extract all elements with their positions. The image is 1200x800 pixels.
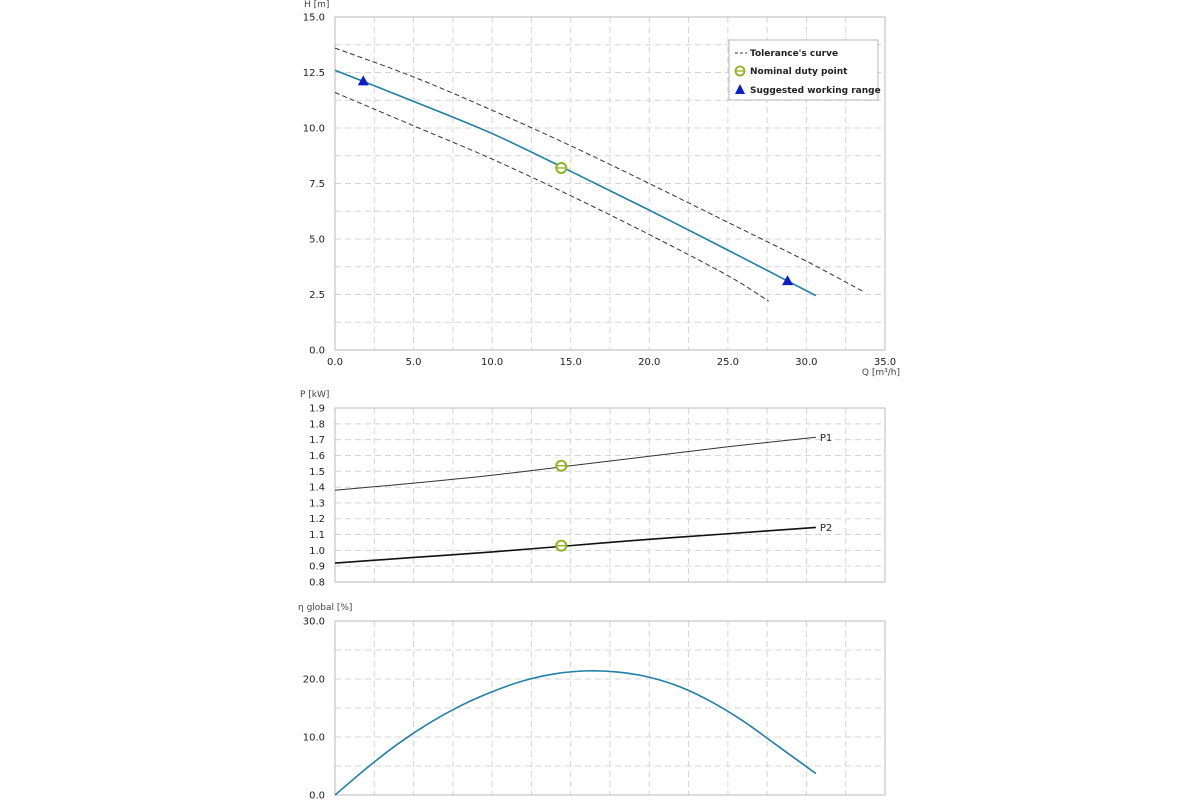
power-y-tick-label: 1.6 — [309, 451, 325, 462]
head-curve-line — [334, 69, 817, 297]
head-x-tick-label: 30.0 — [795, 357, 817, 368]
efficiency-y-axis-label: η global [%] — [298, 603, 352, 613]
power-y-tick-label: 1.2 — [309, 514, 325, 525]
head-tolerance-lower-line — [334, 92, 769, 302]
power-p2-line — [334, 526, 816, 564]
power-y-tick-label: 1.5 — [309, 467, 325, 478]
head-y-tick-label: 2.5 — [309, 290, 325, 301]
head-y-tick-label: 7.5 — [309, 179, 325, 190]
head-y-tick-label: 10.0 — [303, 124, 325, 135]
head-x-tick-label: 15.0 — [560, 357, 582, 368]
power-y-tick-label: 1.3 — [309, 498, 325, 509]
power-chart: P [kW] 0.8 0.9 1.0 1.1 1.2 1.3 1.4 1.5 1.6 1.7 1.8… — [300, 390, 886, 589]
legend-nominal-label: Nominal duty point — [750, 67, 848, 77]
legend-working-range-icon — [735, 84, 745, 94]
head-y-tick-label: 5.0 — [309, 235, 325, 246]
head-working-range-point — [357, 75, 369, 86]
efficiency-y-tick-label: 0.0 — [309, 791, 325, 800]
power-y-axis-label: P [kW] — [300, 390, 329, 400]
head-working-range-point — [782, 275, 794, 286]
efficiency-y-tick-label: 30.0 — [303, 617, 325, 628]
efficiency-y-tick-label: 10.0 — [303, 733, 325, 744]
head-tolerance-upper-line — [334, 47, 865, 293]
legend-box — [728, 39, 879, 101]
power-y-tick-label: 1.1 — [309, 530, 325, 541]
head-plot-frame — [334, 16, 886, 351]
power-y-tick-label: 1.7 — [309, 435, 325, 446]
head-x-tick-label: 10.0 — [481, 357, 503, 368]
legend-working-range-label: Suggested working range — [750, 86, 881, 96]
head-chart: H [m] Q [m³/h] 0.02.55.07.510.012.515.0 … — [303, 0, 900, 378]
power-y-tick-label: 1.0 — [309, 546, 325, 557]
power-y-tick-label: 1.9 — [309, 404, 325, 415]
power-p1-line — [334, 436, 816, 491]
power-plot-frame — [334, 407, 886, 583]
power-y-tick-label: 1.8 — [309, 419, 325, 430]
efficiency-efficiency-line — [334, 669, 817, 796]
head-x-tick-label: 35.0 — [874, 357, 896, 368]
power-series-label-p2: P2 — [820, 523, 832, 534]
head-x-tick-label: 5.0 — [406, 357, 422, 368]
head-legend: Tolerance's curve Nominal duty point Sug… — [728, 39, 881, 101]
head-x-tick-label: 0.0 — [327, 357, 343, 368]
efficiency-chart: η global [%] 0.0 10.0 20.0 30.0 — [298, 603, 886, 800]
head-x-tick-label: 25.0 — [717, 357, 739, 368]
legend-tolerance-label: Tolerance's curve — [750, 49, 838, 59]
power-series-label-p1: P1 — [820, 433, 832, 444]
power-y-tick-label: 0.8 — [309, 578, 325, 589]
head-y-tick-label: 15.0 — [303, 13, 325, 24]
efficiency-plot-frame — [334, 620, 886, 796]
head-y-axis-label: H [m] — [304, 0, 329, 10]
head-x-tick-label: 20.0 — [638, 357, 660, 368]
power-y-tick-label: 0.9 — [309, 562, 325, 573]
power-y-tick-label: 1.4 — [309, 483, 325, 494]
efficiency-y-tick-label: 20.0 — [303, 675, 325, 686]
head-y-tick-label: 12.5 — [303, 68, 325, 79]
head-y-tick-label: 0.0 — [309, 346, 325, 357]
head-x-axis-label: Q [m³/h] — [862, 368, 900, 378]
